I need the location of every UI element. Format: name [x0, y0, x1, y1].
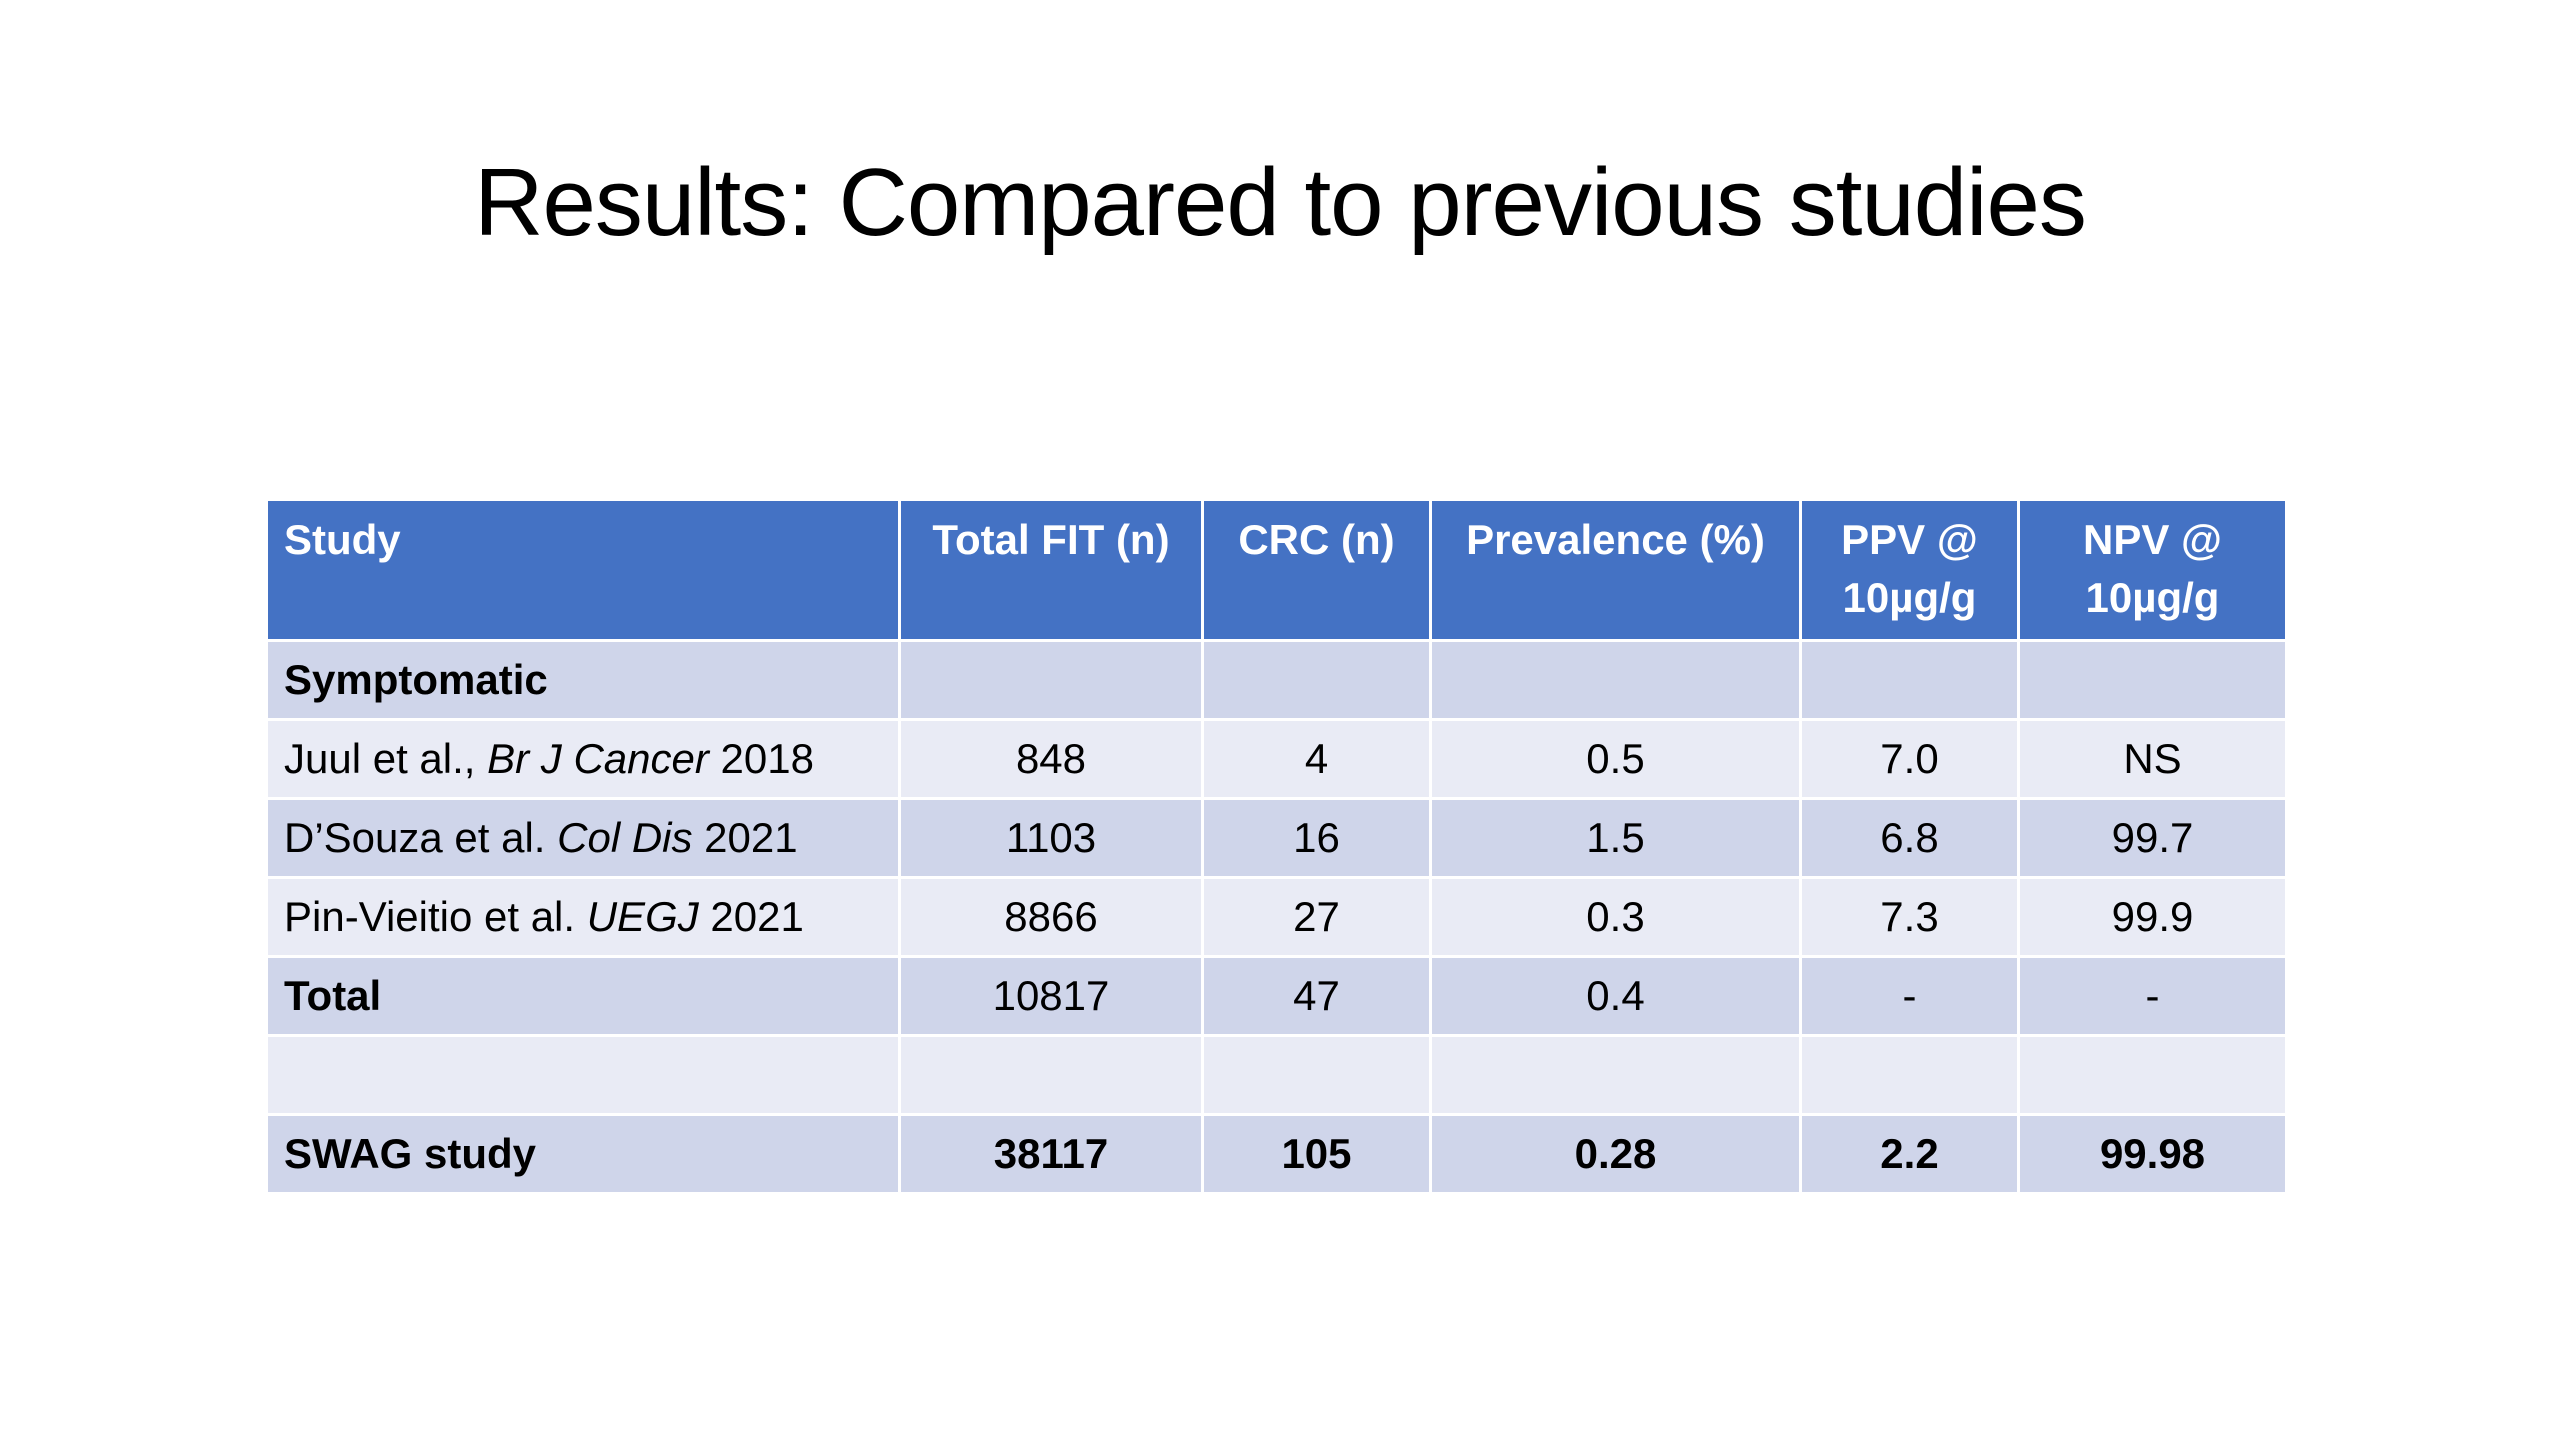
header-study: Study — [265, 498, 901, 642]
study-journal: Br J Cancer — [487, 735, 709, 782]
cell-npv: NS — [2017, 718, 2288, 800]
header-ppv: PPV @ 10µg/g — [1799, 498, 2020, 642]
cell-crc: 4 — [1201, 718, 1432, 800]
empty-cell — [265, 1034, 901, 1116]
study-citation: D’Souza et al. Col Dis 2021 — [265, 797, 901, 879]
cell-prevalence: 0.5 — [1429, 718, 1802, 800]
results-table: Study Total FIT (n) CRC (n) Prevalence (… — [265, 498, 2288, 1195]
study-authors: Pin-Vieitio et al. — [284, 893, 587, 940]
header-crc: CRC (n) — [1201, 498, 1432, 642]
table-row-spacer — [265, 1034, 2288, 1116]
cell-crc: 47 — [1201, 955, 1432, 1037]
table-row: D’Souza et al. Col Dis 2021 1103 16 1.5 … — [265, 797, 2288, 879]
cell-crc: 27 — [1201, 876, 1432, 958]
cell-ppv: - — [1799, 955, 2020, 1037]
cell-ppv: 7.3 — [1799, 876, 2020, 958]
study-year: 2018 — [708, 735, 814, 782]
cell-prevalence: 0.4 — [1429, 955, 1802, 1037]
cell-crc: 105 — [1201, 1113, 1432, 1195]
header-npv: NPV @ 10µg/g — [2017, 498, 2288, 642]
empty-cell — [1429, 1034, 1802, 1116]
cell-prevalence: 0.28 — [1429, 1113, 1802, 1195]
cell-total-fit: 38117 — [898, 1113, 1204, 1195]
cell-ppv: 2.2 — [1799, 1113, 2020, 1195]
cell-npv: 99.98 — [2017, 1113, 2288, 1195]
cell-total-fit: 1103 — [898, 797, 1204, 879]
cell-prevalence: 1.5 — [1429, 797, 1802, 879]
study-year: 2021 — [698, 893, 804, 940]
cell-crc: 16 — [1201, 797, 1432, 879]
empty-cell — [898, 1034, 1204, 1116]
cell-ppv: 7.0 — [1799, 718, 2020, 800]
cell-prevalence: 0.3 — [1429, 876, 1802, 958]
empty-cell — [1201, 639, 1432, 721]
table-row-symptomatic: Symptomatic — [265, 639, 2288, 721]
empty-cell — [1799, 1034, 2020, 1116]
slide-title: Results: Compared to previous studies — [474, 149, 2087, 256]
empty-cell — [1799, 639, 2020, 721]
cell-total-fit: 8866 — [898, 876, 1204, 958]
table-row-total: Total 10817 47 0.4 - - — [265, 955, 2288, 1037]
study-authors: D’Souza et al. — [284, 814, 558, 861]
total-label: Total — [265, 955, 901, 1037]
table-header-row: Study Total FIT (n) CRC (n) Prevalence (… — [265, 498, 2288, 642]
empty-cell — [1201, 1034, 1432, 1116]
cell-total-fit: 848 — [898, 718, 1204, 800]
study-citation: Pin-Vieitio et al. UEGJ 2021 — [265, 876, 901, 958]
header-prevalence: Prevalence (%) — [1429, 498, 1802, 642]
cell-total-fit: 10817 — [898, 955, 1204, 1037]
study-citation: Juul et al., Br J Cancer 2018 — [265, 718, 901, 800]
cell-npv: - — [2017, 955, 2288, 1037]
cell-npv: 99.9 — [2017, 876, 2288, 958]
study-journal: Col Dis — [557, 814, 693, 861]
study-journal: UEGJ — [586, 893, 699, 940]
results-table-container: Study Total FIT (n) CRC (n) Prevalence (… — [265, 498, 2288, 1195]
study-year: 2021 — [692, 814, 798, 861]
empty-cell — [898, 639, 1204, 721]
table-row: Juul et al., Br J Cancer 2018 848 4 0.5 … — [265, 718, 2288, 800]
cell-ppv: 6.8 — [1799, 797, 2020, 879]
table-row: Pin-Vieitio et al. UEGJ 2021 8866 27 0.3… — [265, 876, 2288, 958]
empty-cell — [2017, 639, 2288, 721]
empty-cell — [1429, 639, 1802, 721]
header-total-fit: Total FIT (n) — [898, 498, 1204, 642]
empty-cell — [2017, 1034, 2288, 1116]
cell-npv: 99.7 — [2017, 797, 2288, 879]
section-label: Symptomatic — [265, 639, 901, 721]
table-row-swag: SWAG study 38117 105 0.28 2.2 99.98 — [265, 1113, 2288, 1195]
swag-label: SWAG study — [265, 1113, 901, 1195]
study-authors: Juul et al., — [284, 735, 488, 782]
